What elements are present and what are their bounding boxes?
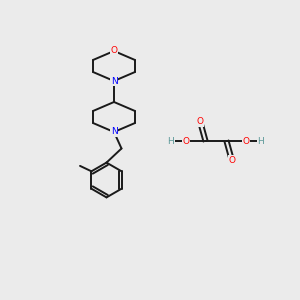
Text: O: O bbox=[228, 156, 236, 165]
Text: H: H bbox=[258, 136, 264, 146]
Text: O: O bbox=[242, 136, 250, 146]
Text: H: H bbox=[168, 136, 174, 146]
Text: O: O bbox=[182, 136, 190, 146]
Text: N: N bbox=[111, 128, 117, 136]
Text: N: N bbox=[111, 76, 117, 85]
Text: O: O bbox=[196, 117, 204, 126]
Text: O: O bbox=[110, 46, 118, 56]
